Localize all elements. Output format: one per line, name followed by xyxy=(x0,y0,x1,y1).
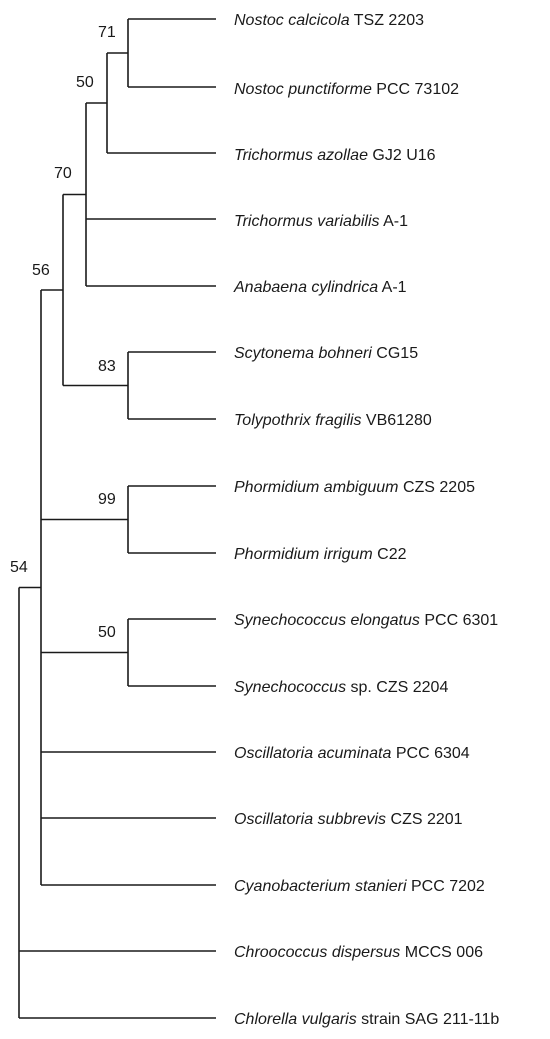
support-value: 99 xyxy=(98,491,116,508)
taxon-label: Trichormus variabilis A-1 xyxy=(234,213,408,230)
taxon-label: Scytonema bohneri CG15 xyxy=(234,345,418,362)
taxon-label: Nostoc calcicola TSZ 2203 xyxy=(234,12,424,29)
support-value: 70 xyxy=(54,165,72,182)
taxon-label: Nostoc punctiforme PCC 73102 xyxy=(234,81,459,98)
taxon-label: Synechococcus elongatus PCC 6301 xyxy=(234,612,498,629)
taxon-label: Phormidium ambiguum CZS 2205 xyxy=(234,479,475,496)
support-value: 50 xyxy=(76,74,94,91)
support-value: 54 xyxy=(10,559,28,576)
support-value: 56 xyxy=(32,262,50,279)
taxon-labels: Nostoc calcicola TSZ 2203 Nostoc punctif… xyxy=(233,12,499,1028)
taxon-label: Phormidium irrigum C22 xyxy=(234,546,407,563)
tree-branches xyxy=(18,18,216,1019)
support-value: 83 xyxy=(98,358,116,375)
taxon-label: Tolypothrix fragilis VB61280 xyxy=(234,412,432,429)
taxon-label: Oscillatoria acuminata PCC 6304 xyxy=(234,745,470,762)
taxon-label: Synechococcus sp. CZS 2204 xyxy=(234,679,448,696)
taxon-label: Chlorella vulgaris strain SAG 211-11b xyxy=(234,1011,499,1028)
taxon-label: Chroococcus dispersus MCCS 006 xyxy=(234,944,483,961)
taxon-label: Anabaena cylindrica A-1 xyxy=(233,279,407,296)
support-value: 50 xyxy=(98,624,116,641)
taxon-label: Trichormus azollae GJ2 U16 xyxy=(234,147,436,164)
taxon-label: Cyanobacterium stanieri PCC 7202 xyxy=(234,878,485,895)
support-value: 71 xyxy=(98,24,116,41)
bootstrap-support-values: 71 50 70 56 83 99 50 54 xyxy=(10,24,116,641)
taxon-label: Oscillatoria subbrevis CZS 2201 xyxy=(234,811,463,828)
